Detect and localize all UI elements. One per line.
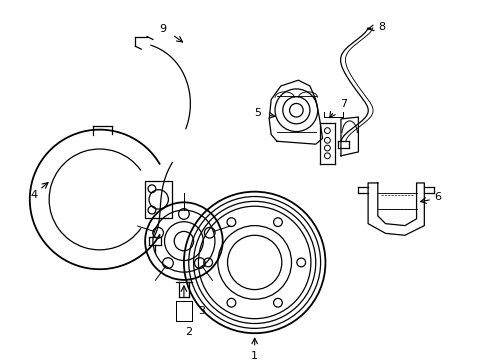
Bar [145, 181, 172, 218]
Text: 9: 9 [159, 24, 166, 34]
Text: 5: 5 [254, 108, 261, 118]
Text: 2: 2 [185, 327, 192, 337]
Text: 6: 6 [433, 193, 441, 202]
Text: 7: 7 [340, 99, 346, 109]
Text: 8: 8 [377, 22, 385, 32]
Text: 1: 1 [251, 351, 258, 360]
Text: 4: 4 [30, 190, 37, 199]
Text: 3: 3 [198, 306, 204, 316]
